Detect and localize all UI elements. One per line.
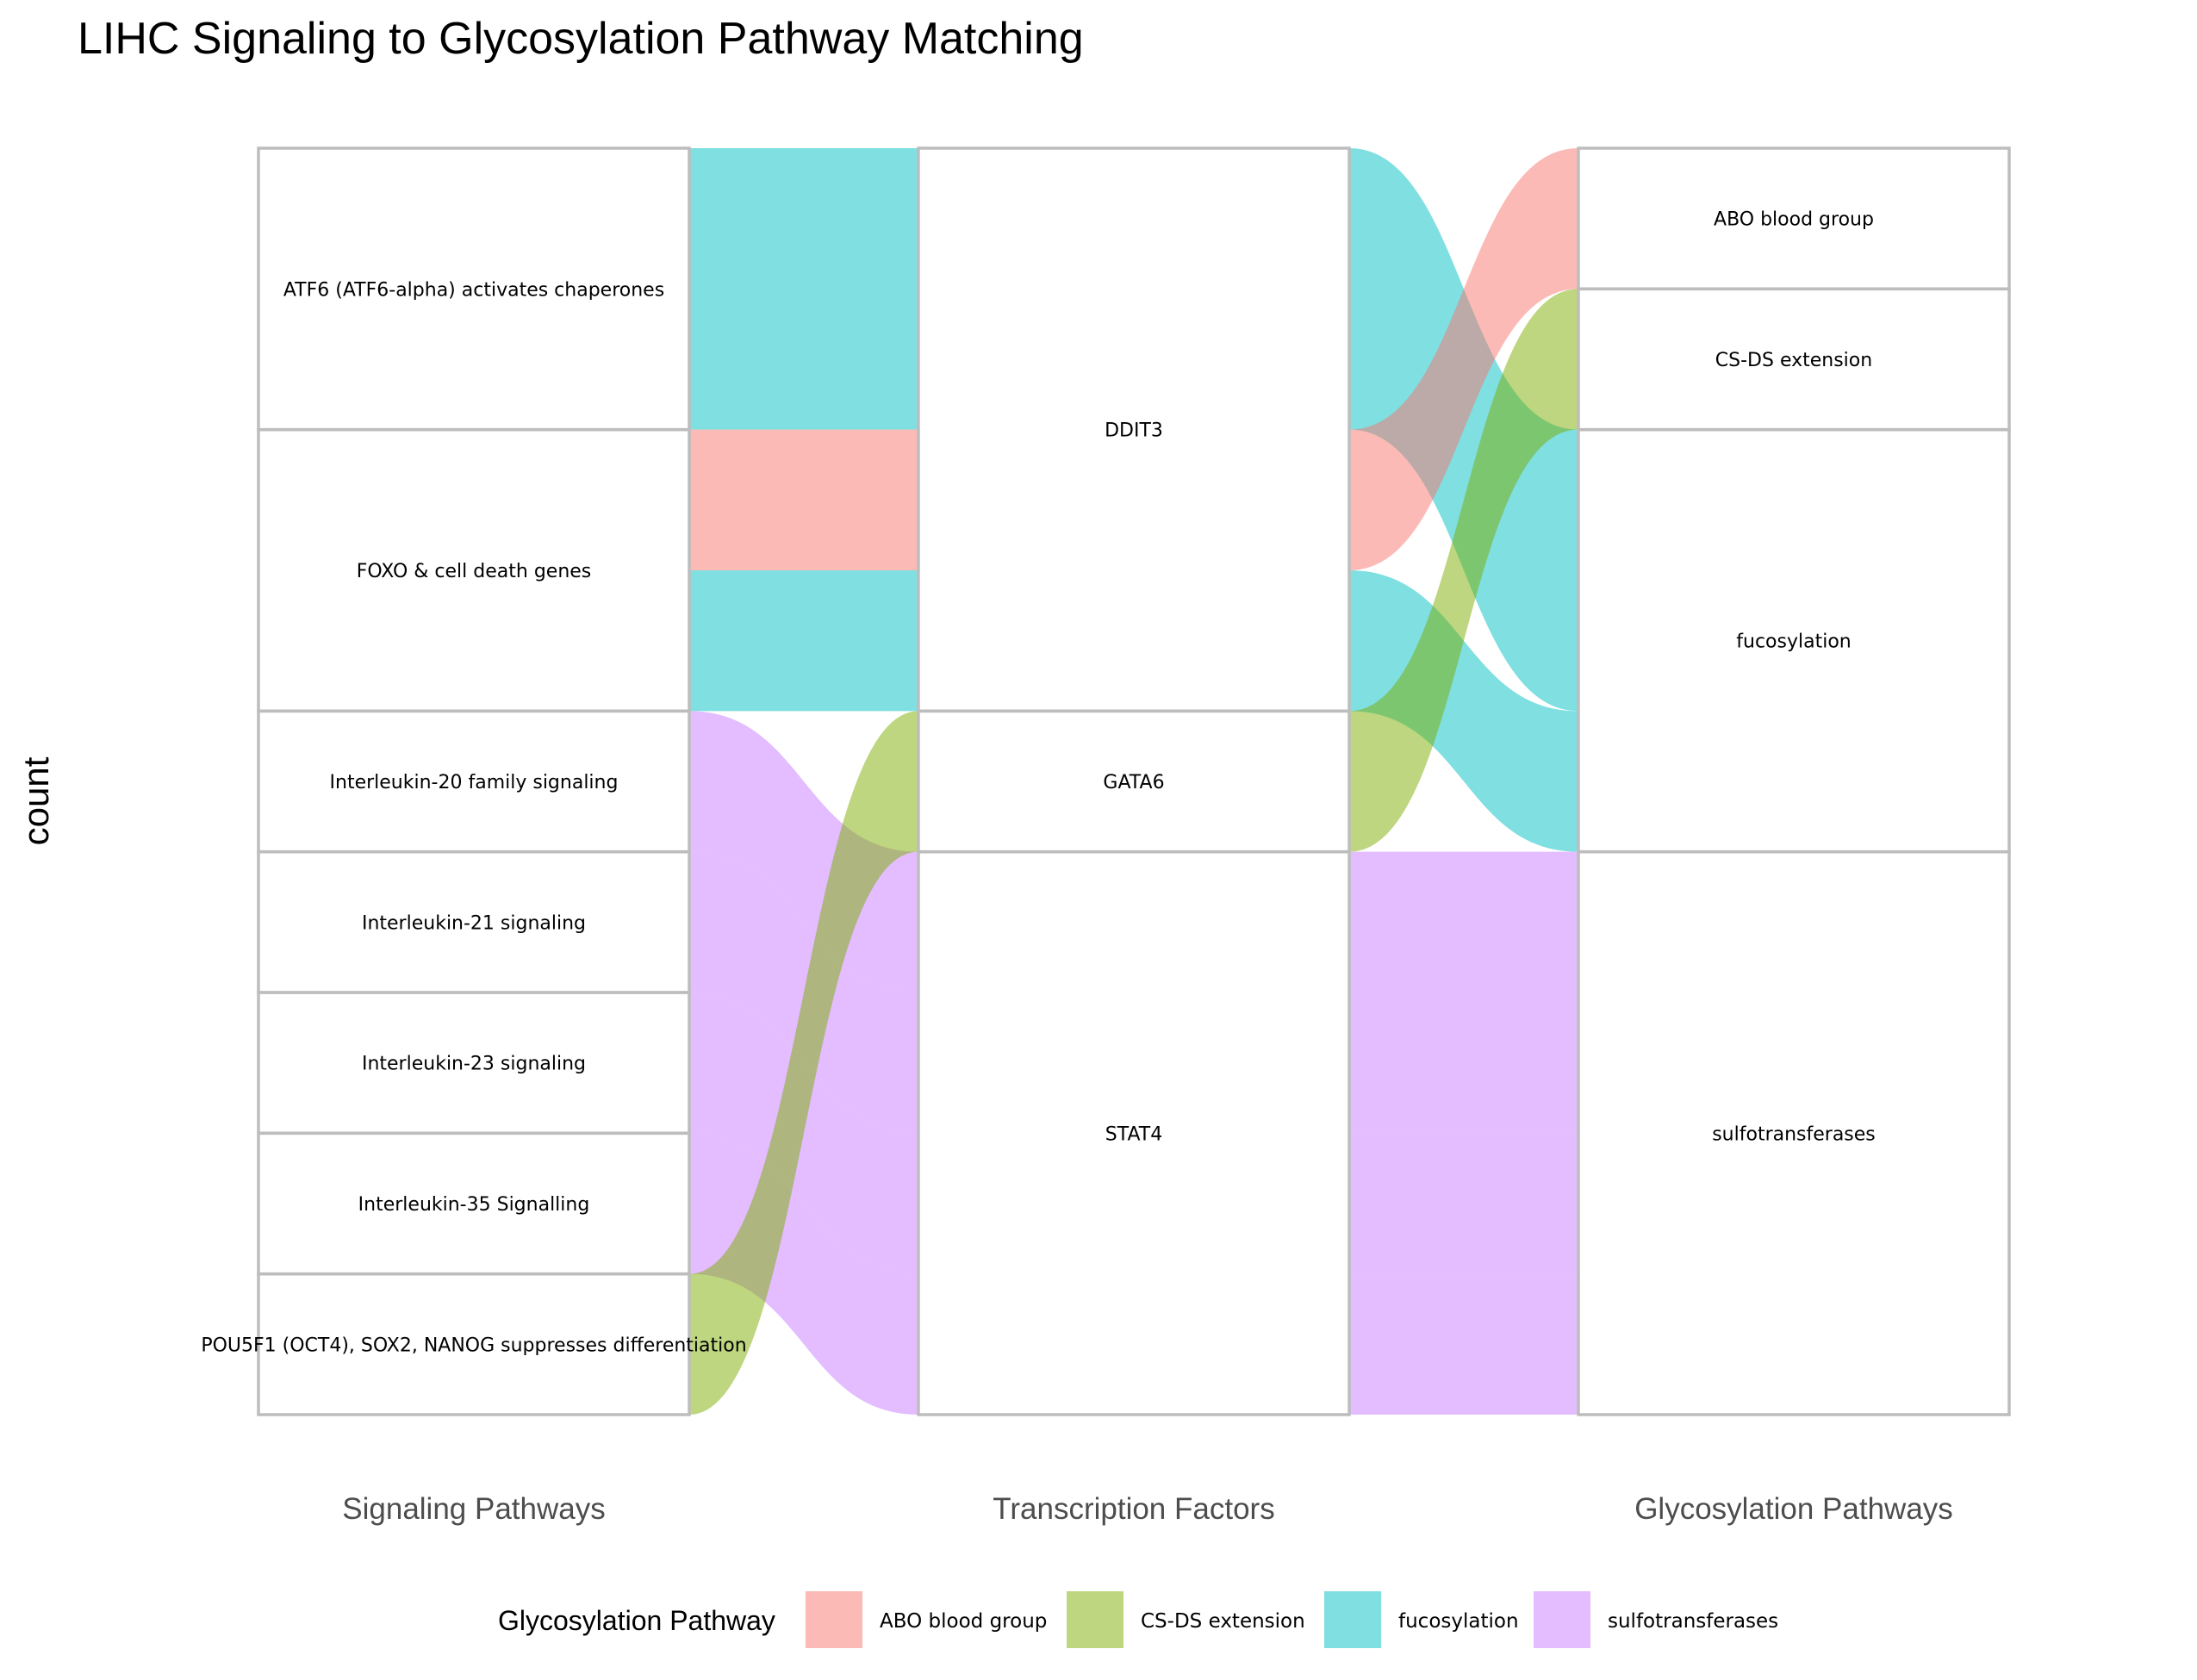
node-label-interleukin-35-signalling: Interleukin-35 Signalling	[358, 1194, 590, 1216]
flow-stat4-to-sulfotransferases	[1349, 851, 1578, 992]
legend-key-cs-ds-extension	[1067, 1591, 1123, 1648]
legend-label-abo-blood-group: ABO blood group	[880, 1610, 1047, 1633]
axis-labels-layer: Signaling Pathways Transcription Factors G…	[342, 1492, 1953, 1526]
flow-foxo-cell-death-genes-to-ddit3	[689, 429, 918, 570]
node-label-fucosylation: fucosylation	[1736, 632, 1851, 653]
flow-atf6-atf6-alpha-activates-chaperones-to-ddit3	[689, 148, 918, 430]
nodes-layer: ATF6 (ATF6-alpha) activates chaperones FO…	[201, 146, 2011, 1416]
flow-pou5f1-oct4-sox2-nanog-suppresses-differentiation-to-gata6	[689, 711, 918, 1415]
flow-ddit3-to-abo-blood-group	[1349, 148, 1578, 570]
legend-key-abo-blood-group	[806, 1591, 862, 1648]
node-label-cs-ds-extension: CS-DS extension	[1715, 350, 1872, 371]
node-label-gata6: GATA6	[1103, 772, 1164, 793]
flow-stat4-to-sulfotransferases	[1349, 1133, 1578, 1274]
node-stat4	[917, 849, 1351, 1416]
legend: Glycosylation Pathway ABO blood group CS-D…	[498, 1591, 1778, 1648]
node-label-stat4: STAT4	[1105, 1123, 1162, 1145]
node-label-interleukin-20-family-signaling: Interleukin-20 family signaling	[330, 772, 619, 793]
node-sulfotransferases	[1577, 849, 2011, 1416]
legend-label-cs-ds-extension: CS-DS extension	[1141, 1610, 1305, 1633]
flows-layer	[689, 148, 1578, 1415]
x-axis-label-glycosylation-pathways: Glycosylation Pathways	[1634, 1492, 1953, 1526]
node-label-abo-blood-group: ABO blood group	[1714, 209, 1874, 231]
node-label-pou5f1-oct4-sox2-nanog-suppresses-differentiation: POU5F1 (OCT4), SOX2, NANOG suppresses di…	[201, 1335, 746, 1356]
x-axis-label-transcription-factors: Transcription Factors	[993, 1492, 1274, 1526]
flow-gata6-to-cs-ds-extension	[1349, 289, 1578, 852]
flow-ddit3-to-fucosylation	[1349, 570, 1578, 852]
legend-title: Glycosylation Pathway	[498, 1605, 775, 1636]
flow-foxo-cell-death-genes-to-ddit3	[689, 570, 918, 712]
node-label-foxo-cell-death-genes: FOXO & cell death genes	[357, 561, 592, 582]
node-label-interleukin-23-signaling: Interleukin-23 signaling	[362, 1054, 586, 1075]
x-axis-label-signaling-pathways: Signaling Pathways	[342, 1492, 605, 1526]
flow-interleukin-35-signalling-to-stat4	[689, 1133, 918, 1415]
node-pou5f1-oct4-sox2-nanog-suppresses-differentiation	[257, 1272, 691, 1416]
node-label-atf6-atf6-alpha-activates-chaperones: ATF6 (ATF6-alpha) activates chaperones	[283, 279, 664, 301]
legend-label-fucosylation: fucosylation	[1398, 1610, 1519, 1633]
flow-stat4-to-sulfotransferases	[1349, 1273, 1578, 1415]
node-label-interleukin-21-signaling: Interleukin-21 signaling	[362, 912, 586, 934]
chart-title: LIHC Signaling to Glycosylation Pathway …	[78, 14, 1084, 64]
flow-interleukin-20-family-signaling-to-stat4	[689, 711, 918, 992]
legend-label-sulfotransferases: sulfotransferases	[1608, 1610, 1778, 1633]
legend-key-fucosylation	[1324, 1591, 1381, 1648]
node-label-sulfotransferases: sulfotransferases	[1712, 1123, 1876, 1145]
flow-stat4-to-sulfotransferases	[1349, 992, 1578, 1134]
node-label-ddit3: DDIT3	[1105, 420, 1163, 442]
y-axis-label: count	[16, 756, 56, 845]
legend-key-sulfotransferases	[1534, 1591, 1590, 1648]
